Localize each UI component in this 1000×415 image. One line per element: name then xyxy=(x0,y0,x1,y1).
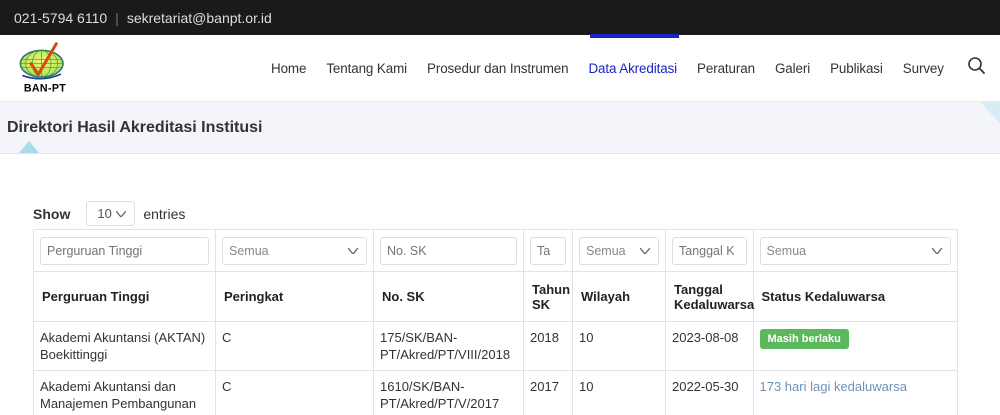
svg-text:BAN-PT: BAN-PT xyxy=(24,83,66,95)
